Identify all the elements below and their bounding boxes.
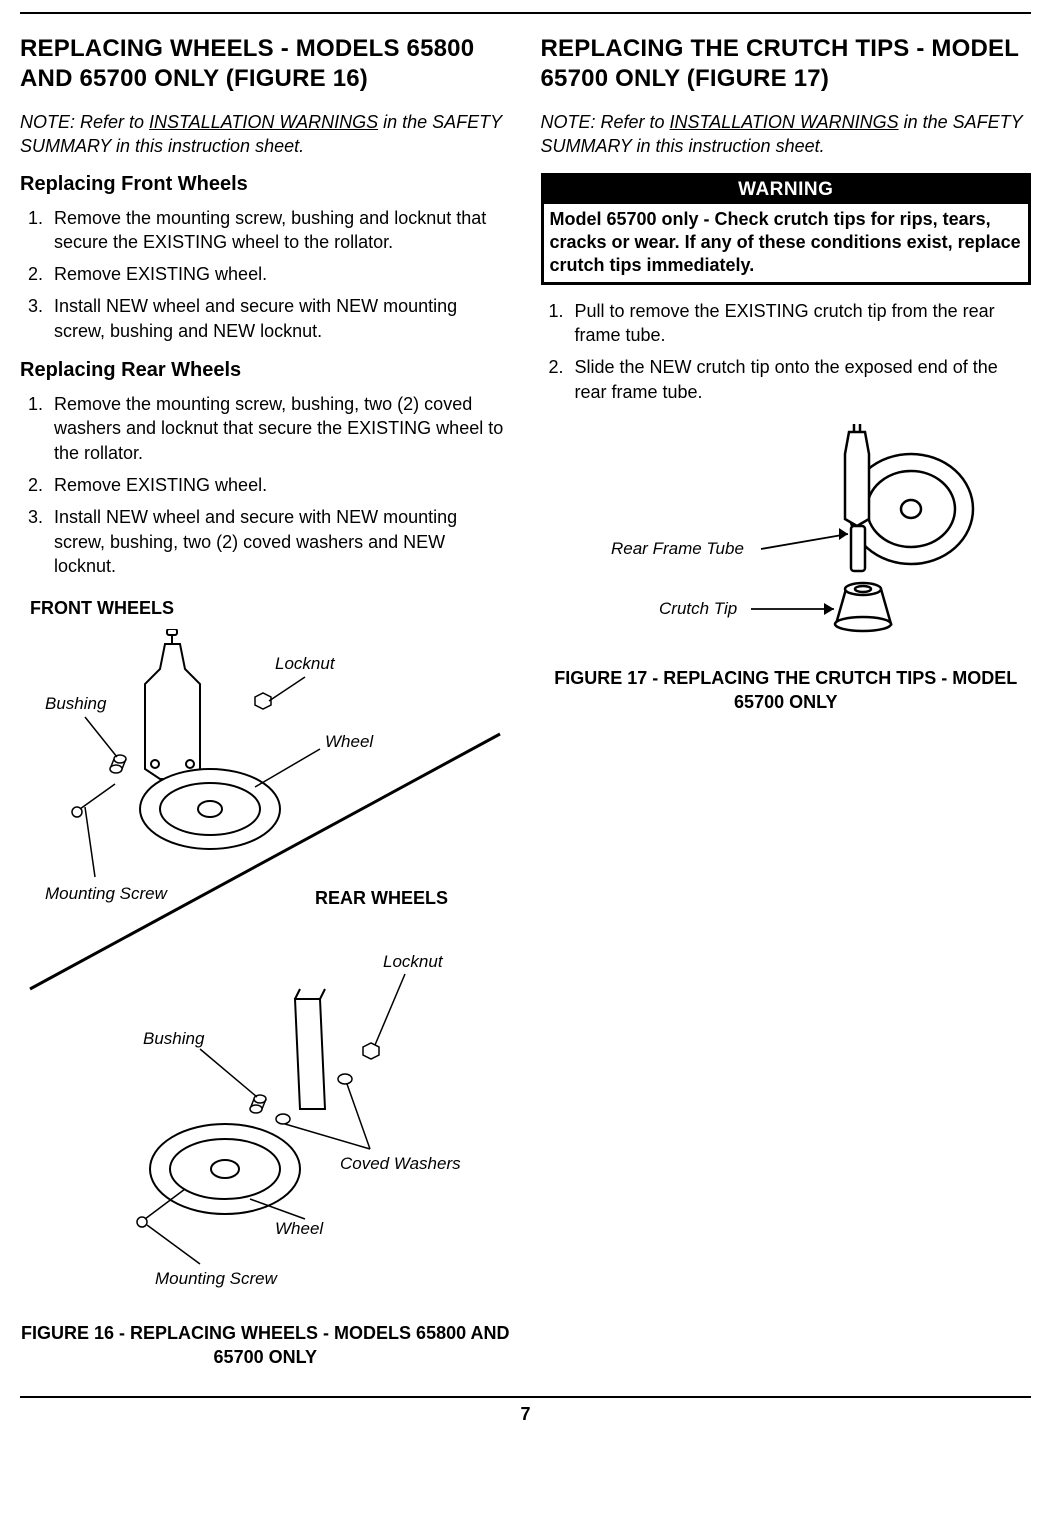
crutch-step-2: Slide the NEW crutch tip onto the expose… <box>569 355 1032 404</box>
note-prefix-r: NOTE: Refer to <box>541 112 670 132</box>
figure-17-svg-wrap: Rear Frame Tube Crutch Tip <box>541 424 1032 654</box>
page-number: 7 <box>20 1404 1031 1425</box>
callout-coved-washers: Coved Washers <box>340 1154 461 1173</box>
figure-16-svg-wrap: Locknut Bushing Wheel Mounting Screw REA… <box>20 629 511 1309</box>
top-rule <box>20 12 1031 14</box>
rear-step-3: Install NEW wheel and secure with NEW mo… <box>48 505 511 578</box>
figure-17-block: Rear Frame Tube Crutch Tip FIGURE 17 - R… <box>541 424 1032 715</box>
warning-box: WARNING Model 65700 only - Check crutch … <box>541 173 1032 285</box>
rear-step-2: Remove EXISTING wheel. <box>48 473 511 497</box>
left-note: NOTE: Refer to INSTALLATION WARNINGS in … <box>20 110 511 159</box>
figure-16-svg: Locknut Bushing Wheel Mounting Screw REA… <box>25 629 505 1309</box>
front-step-2: Remove EXISTING wheel. <box>48 262 511 286</box>
two-column-layout: REPLACING WHEELS - MODELS 65800 AND 6570… <box>20 34 1031 1370</box>
front-wheels-steps: Remove the mounting screw, bushing and l… <box>20 206 511 343</box>
crutch-step-1: Pull to remove the EXISTING crutch tip f… <box>569 299 1032 348</box>
note-prefix: NOTE: Refer to <box>20 112 149 132</box>
rear-wheels-label: REAR WHEELS <box>315 888 448 908</box>
right-note: NOTE: Refer to INSTALLATION WARNINGS in … <box>541 110 1032 159</box>
rear-wheels-heading: Replacing Rear Wheels <box>20 359 511 382</box>
figure-16-caption: FIGURE 16 - REPLACING WHEELS - MODELS 65… <box>20 1321 511 1370</box>
callout-rear-frame-tube: Rear Frame Tube <box>611 539 744 558</box>
callout-locknut-rear: Locknut <box>383 952 444 971</box>
note-underline-r: INSTALLATION WARNINGS <box>670 112 899 132</box>
rear-step-1: Remove the mounting screw, bushing, two … <box>48 392 511 465</box>
warning-header: WARNING <box>544 176 1029 204</box>
callout-crutch-tip: Crutch Tip <box>659 599 737 618</box>
page: REPLACING WHEELS - MODELS 65800 AND 6570… <box>0 12 1051 1455</box>
callout-locknut-front: Locknut <box>275 654 336 673</box>
bottom-rule <box>20 1396 1031 1398</box>
callout-wheel-front: Wheel <box>325 732 374 751</box>
figure-17-caption: FIGURE 17 - REPLACING THE CRUTCH TIPS - … <box>541 666 1032 715</box>
right-section-title: REPLACING THE CRUTCH TIPS - MODEL 65700 … <box>541 34 1032 94</box>
front-wheels-heading: Replacing Front Wheels <box>20 173 511 196</box>
left-section-title: REPLACING WHEELS - MODELS 65800 AND 6570… <box>20 34 511 94</box>
left-column: REPLACING WHEELS - MODELS 65800 AND 6570… <box>20 34 511 1370</box>
front-wheels-label: FRONT WHEELS <box>30 598 511 619</box>
right-column: REPLACING THE CRUTCH TIPS - MODEL 65700 … <box>541 34 1032 1370</box>
crutch-tip-steps: Pull to remove the EXISTING crutch tip f… <box>541 299 1032 404</box>
note-underline: INSTALLATION WARNINGS <box>149 112 378 132</box>
callout-bushing-rear: Bushing <box>143 1029 205 1048</box>
callout-mounting-screw-front: Mounting Screw <box>45 884 169 903</box>
warning-body: Model 65700 only - Check crutch tips for… <box>544 204 1029 282</box>
rear-wheels-steps: Remove the mounting screw, bushing, two … <box>20 392 511 578</box>
front-step-1: Remove the mounting screw, bushing and l… <box>48 206 511 255</box>
callout-bushing-front: Bushing <box>45 694 107 713</box>
front-step-3: Install NEW wheel and secure with NEW mo… <box>48 294 511 343</box>
callout-wheel-rear: Wheel <box>275 1219 324 1238</box>
figure-17-svg: Rear Frame Tube Crutch Tip <box>551 424 1021 654</box>
figure-16-block: FRONT WHEELS <box>20 598 511 1370</box>
callout-mounting-screw-rear: Mounting Screw <box>155 1269 279 1288</box>
